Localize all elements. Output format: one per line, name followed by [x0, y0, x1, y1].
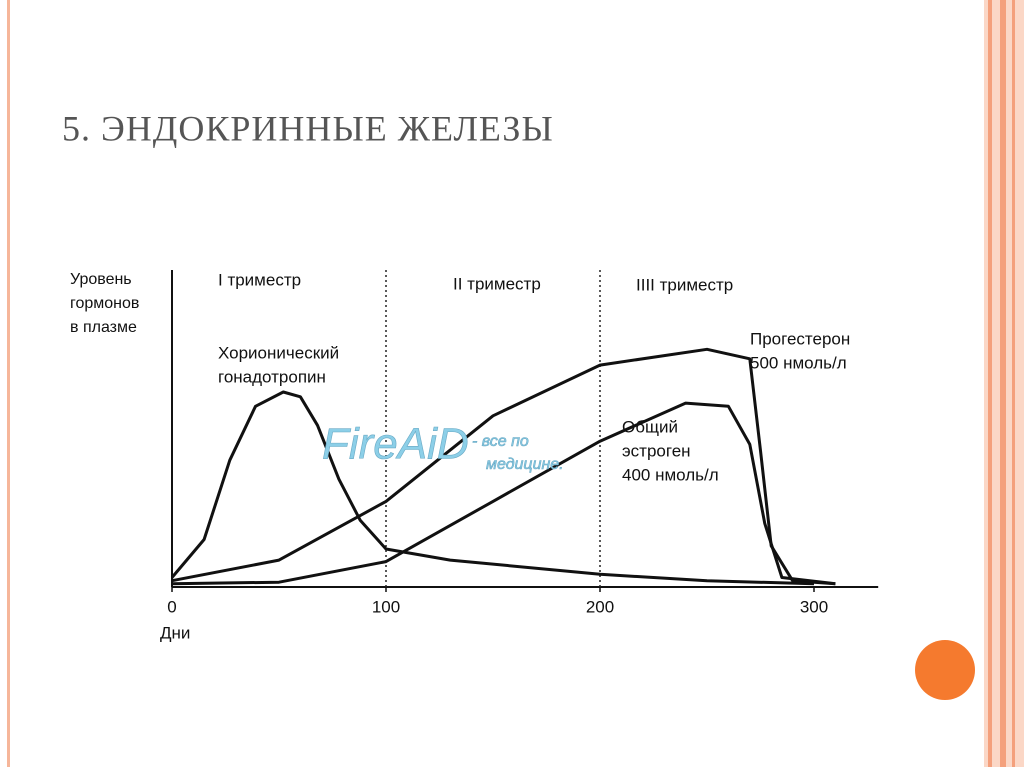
x-tick-label: 300: [800, 597, 828, 616]
y-axis-label: в плазме: [70, 319, 137, 336]
y-axis-label: Уровень: [70, 271, 132, 288]
hormone-curve: [171, 347, 836, 586]
curve-label: гонадотропин: [218, 367, 326, 386]
trimester-label: IIII триместр: [636, 275, 733, 294]
x-axis-label: Дни: [160, 623, 190, 642]
slide-title: 5. ЭНДОКРИННЫЕ ЖЕЛЕЗЫ: [62, 108, 554, 148]
y-axis-label: гормонов: [70, 295, 139, 312]
curve-label: Хорионический: [218, 343, 339, 362]
trimester-label: II триместр: [453, 274, 541, 293]
right-stripe: [988, 0, 992, 767]
curve-label: Общий: [622, 417, 678, 436]
x-tick-label: 200: [586, 597, 614, 616]
trimester-label: I триместр: [218, 270, 301, 289]
left-border: [7, 0, 10, 767]
hormone-curve: [171, 401, 836, 586]
right-stripe: [1000, 0, 1006, 767]
curve-label: 500 нмоль/л: [750, 353, 847, 372]
x-tick-label: 100: [372, 597, 400, 616]
watermark: - все по: [472, 433, 529, 450]
right-stripe: [1012, 0, 1015, 767]
watermark: FireAiD: [322, 420, 469, 469]
x-tick-label: 0: [167, 597, 176, 616]
decor-circle: [915, 640, 975, 700]
curve-label: Прогестерон: [750, 329, 850, 348]
curve-label: эстроген: [622, 441, 691, 460]
curve-label: 400 нмоль/л: [622, 465, 719, 484]
watermark: медицине.: [486, 456, 564, 473]
hormone-curve: [170, 390, 815, 586]
